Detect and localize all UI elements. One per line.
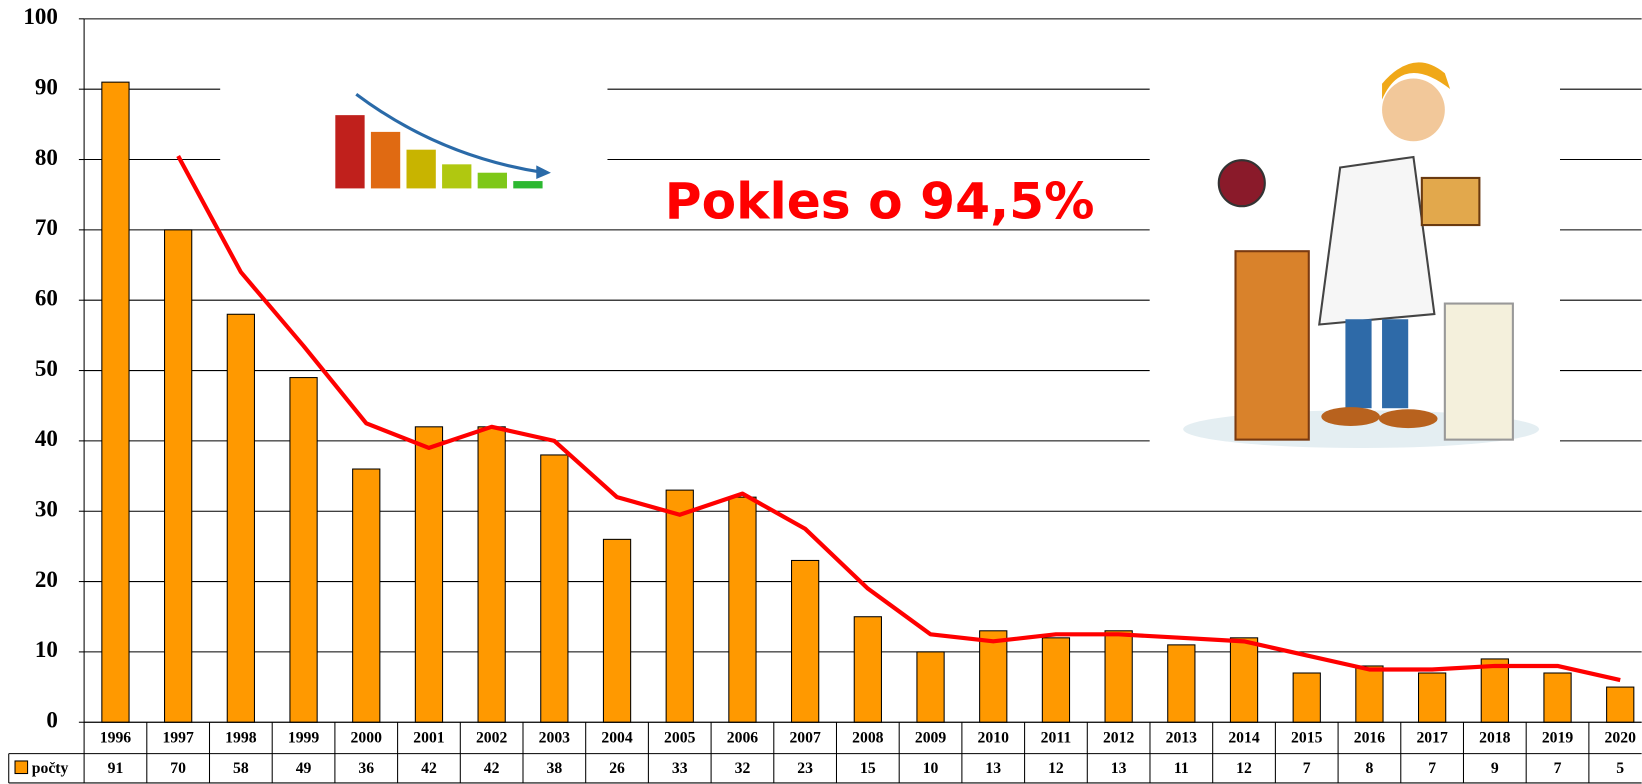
x-tick-label: 2009 <box>915 730 947 747</box>
bar <box>916 651 945 723</box>
table-value: 91 <box>108 760 124 777</box>
table-value: 33 <box>672 760 688 777</box>
trend-line <box>176 155 1621 683</box>
table-value: 32 <box>735 760 751 777</box>
x-tick-label: 2015 <box>1291 730 1323 747</box>
x-tick-label: 2008 <box>852 730 884 747</box>
table-value: 10 <box>923 760 939 777</box>
x-tick-label: 2000 <box>351 730 383 747</box>
y-tick-label: 80 <box>35 144 58 170</box>
bar <box>791 559 820 723</box>
table-value: 26 <box>609 760 625 777</box>
x-tick-label: 1997 <box>162 730 194 747</box>
legend-label: počty <box>32 760 69 777</box>
x-tick-label: 2018 <box>1479 730 1511 747</box>
x-tick-label: 1996 <box>100 730 132 747</box>
y-tick-label: 50 <box>35 355 58 381</box>
table-value: 7 <box>1554 760 1562 777</box>
x-tick-label: 2006 <box>727 730 759 747</box>
bar <box>226 313 255 723</box>
y-tick-label: 30 <box>35 496 58 522</box>
bar <box>1041 637 1071 723</box>
table-value: 5 <box>1616 760 1624 777</box>
x-tick-label: 2019 <box>1542 730 1574 747</box>
x-tick-label: 2004 <box>601 730 633 747</box>
bar <box>853 616 882 723</box>
x-tick-label: 2002 <box>476 730 508 747</box>
x-tick-label: 2020 <box>1605 730 1637 747</box>
y-tick-label: 20 <box>35 566 58 592</box>
bar <box>1418 672 1447 723</box>
table-value: 13 <box>985 760 1001 777</box>
legend-swatch <box>14 760 29 775</box>
table-value: 9 <box>1491 760 1499 777</box>
x-tick-label: 2001 <box>413 730 445 747</box>
x-tick-label: 2017 <box>1416 730 1448 747</box>
bar <box>101 81 130 723</box>
bar <box>414 426 444 723</box>
bar <box>979 630 1008 723</box>
bar <box>1543 672 1572 723</box>
y-tick-label: 60 <box>35 284 58 310</box>
table-value: 12 <box>1236 760 1252 777</box>
plot <box>101 81 1635 723</box>
table-value: 8 <box>1366 760 1374 777</box>
bar <box>352 468 381 723</box>
bar <box>540 454 569 723</box>
bar <box>602 538 632 723</box>
table-value: 49 <box>296 760 312 777</box>
y-tick-label: 40 <box>35 425 58 451</box>
table-value: 58 <box>233 760 249 777</box>
x-tick-label: 1998 <box>225 730 257 747</box>
bar <box>1606 686 1635 723</box>
table-value: 13 <box>1111 760 1127 777</box>
table-value: 23 <box>797 760 813 777</box>
x-tick-label: 2011 <box>1041 730 1072 747</box>
table-frame <box>8 18 1642 784</box>
x-tick-label: 1999 <box>288 730 320 747</box>
x-tick-label: 2016 <box>1354 730 1386 747</box>
annotation: Pokles o 94,5% <box>665 172 1095 231</box>
table-value: 7 <box>1428 760 1436 777</box>
bar <box>289 377 318 723</box>
y-tick-label: 0 <box>46 707 58 733</box>
table-value: 12 <box>1048 760 1064 777</box>
bar <box>477 426 506 723</box>
y-tick-label: 90 <box>35 73 58 99</box>
y-tick-label: 100 <box>23 3 58 29</box>
table-value: 42 <box>484 760 500 777</box>
bar <box>1292 672 1321 723</box>
x-tick-label: 2003 <box>539 730 571 747</box>
x-tick-label: 2014 <box>1228 730 1260 747</box>
table-value: 7 <box>1303 760 1311 777</box>
bar <box>164 229 193 723</box>
table-value: 11 <box>1174 760 1189 777</box>
scientist-image <box>1149 62 1560 461</box>
table-value: 42 <box>421 760 437 777</box>
bar <box>665 489 694 723</box>
table-value: 36 <box>358 760 374 777</box>
table-value: 38 <box>547 760 563 777</box>
bar <box>728 496 757 723</box>
x-tick-label: 2013 <box>1166 730 1198 747</box>
x-tick-label: 2010 <box>978 730 1010 747</box>
bar <box>1229 637 1259 723</box>
y-tick-label: 10 <box>35 636 58 662</box>
x-tick-label: 2007 <box>789 730 821 747</box>
bar <box>1355 665 1384 723</box>
y-tick-label: 70 <box>35 214 58 240</box>
bars-icon <box>220 78 608 220</box>
x-tick-label: 2012 <box>1103 730 1135 747</box>
x-tick-label: 2005 <box>664 730 696 747</box>
table-value: 15 <box>860 760 876 777</box>
bar <box>1167 644 1196 723</box>
table-value: 70 <box>170 760 186 777</box>
bar <box>1104 630 1133 723</box>
